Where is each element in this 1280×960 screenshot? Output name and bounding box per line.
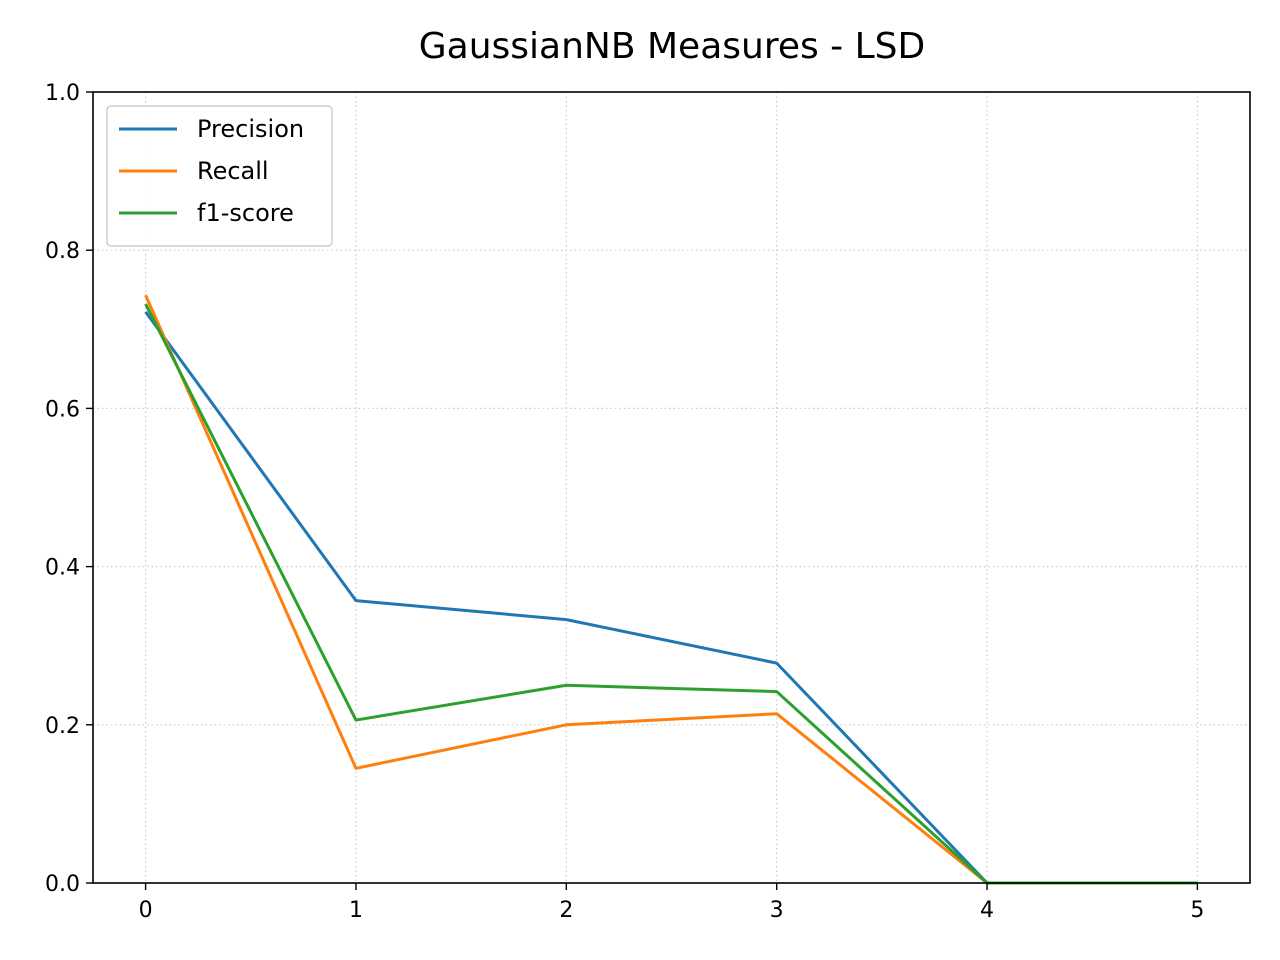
y-tick-label: 0.4 — [45, 556, 80, 581]
x-tick-label: 2 — [559, 898, 573, 923]
x-tick-label: 0 — [139, 898, 153, 923]
y-tick-label: 0.6 — [45, 397, 80, 422]
plot-area-frame — [92, 91, 1251, 884]
y-tick-label: 0.2 — [45, 714, 80, 739]
x-tick-label: 3 — [770, 898, 784, 923]
series-lines — [144, 294, 1198, 885]
x-axis: 0 1 2 3 4 5 — [139, 883, 1204, 923]
legend-label-precision: Precision — [197, 115, 304, 143]
x-tick-label: 5 — [1190, 898, 1204, 923]
chart-title: GaussianNB Measures - LSD — [419, 26, 926, 67]
legend-label-f1-score: f1-score — [197, 199, 294, 227]
series-line-f1-score — [144, 303, 1198, 885]
legend: Precision Recall f1-score — [106, 105, 333, 247]
y-axis: 0.0 0.2 0.4 0.6 0.8 1.0 — [45, 81, 93, 897]
legend-label-recall: Recall — [197, 157, 269, 185]
x-tick-label: 1 — [349, 898, 363, 923]
legend-box — [106, 105, 333, 247]
x-tick-label: 4 — [980, 898, 994, 923]
y-tick-label: 0.8 — [45, 239, 80, 264]
y-tick-label: 0.0 — [45, 872, 80, 897]
series-line-precision — [144, 311, 1198, 885]
series-line-recall — [144, 294, 1198, 885]
y-tick-label: 1.0 — [45, 81, 80, 106]
